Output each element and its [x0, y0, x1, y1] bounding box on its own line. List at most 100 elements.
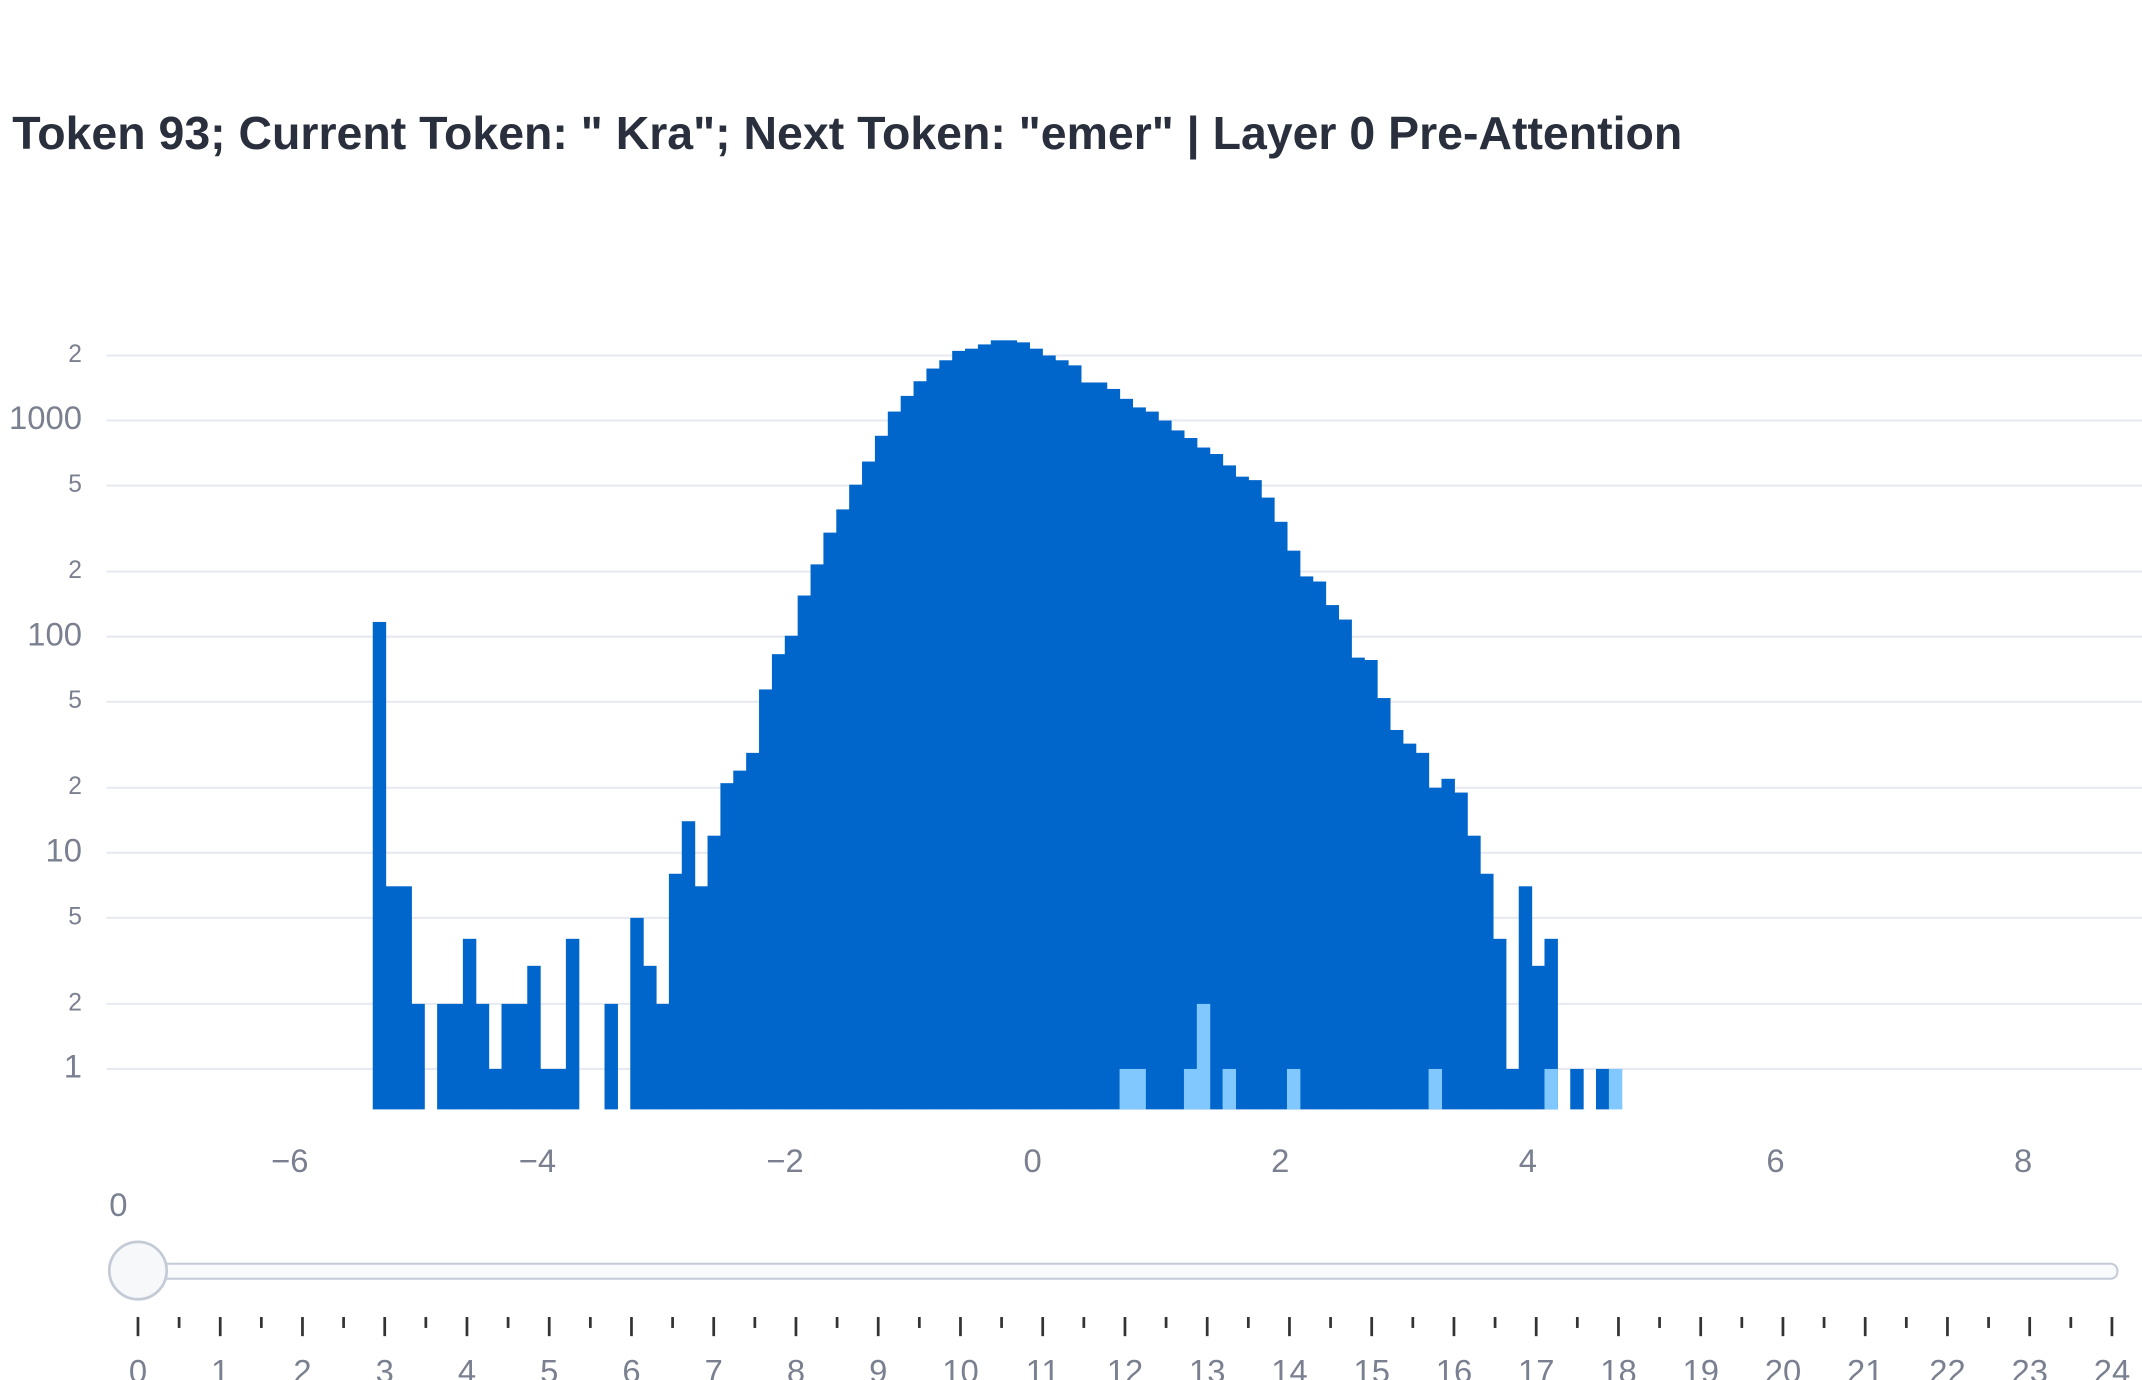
bar	[1608, 1068, 1623, 1110]
bar	[1299, 576, 1314, 1110]
slider-step-label[interactable]: 13	[1189, 1353, 1225, 1380]
bar	[553, 1068, 567, 1110]
slider-step-label[interactable]: 5	[540, 1353, 558, 1380]
bar	[1016, 342, 1030, 1110]
y-tick-label: 5	[68, 471, 82, 498]
bar	[514, 1003, 528, 1110]
bar	[501, 1003, 515, 1110]
slider-step-label[interactable]: 20	[1765, 1353, 1801, 1380]
slider-step-label[interactable]: 21	[1847, 1353, 1883, 1380]
bar	[1518, 886, 1533, 1110]
bar	[372, 621, 387, 1110]
x-tick-label: −4	[519, 1142, 556, 1179]
bar	[1003, 340, 1018, 1110]
bar	[1492, 938, 1507, 1110]
slider-step-label[interactable]: 15	[1353, 1353, 1389, 1380]
chart-title: Token 93; Current Token: " Kra"; Next To…	[12, 107, 1682, 159]
bar	[1093, 382, 1108, 1110]
slider-step-label[interactable]: 11	[1026, 1353, 1060, 1380]
slider-step-label[interactable]: 14	[1271, 1353, 1307, 1380]
slider-rail[interactable]	[135, 1262, 2119, 1280]
bar	[450, 1003, 464, 1110]
bar	[1570, 1068, 1584, 1110]
bar	[1338, 619, 1352, 1110]
slider-step-label[interactable]: 6	[622, 1353, 640, 1380]
slider-step-label[interactable]: 1	[211, 1353, 229, 1380]
bar	[1119, 1068, 1133, 1110]
bar	[1222, 1068, 1237, 1110]
slider-step-label[interactable]: 24	[2094, 1353, 2130, 1380]
bar	[746, 752, 760, 1110]
x-tick-label: 0	[1024, 1142, 1042, 1179]
bar	[1531, 965, 1546, 1110]
bar	[926, 368, 940, 1110]
bar	[1222, 465, 1237, 1110]
x-tick-label: −6	[271, 1142, 308, 1179]
slider-handle[interactable]	[107, 1240, 169, 1301]
slider-step-label[interactable]: 17	[1518, 1353, 1554, 1380]
slider-step-label[interactable]: 7	[705, 1353, 723, 1380]
slider-step-label[interactable]: 10	[942, 1353, 978, 1380]
bar	[668, 873, 683, 1110]
bar	[1029, 348, 1043, 1110]
y-tick-label: 2	[68, 341, 82, 368]
bar	[488, 1068, 503, 1110]
slider-step-label[interactable]: 4	[458, 1353, 476, 1380]
slider-step-label[interactable]: 9	[869, 1353, 887, 1380]
x-tick-label: 4	[1519, 1142, 1537, 1179]
x-tick-label: −2	[766, 1142, 803, 1179]
slider-step-label[interactable]: 3	[376, 1353, 394, 1380]
bar	[1235, 476, 1249, 1110]
bar	[1196, 1003, 1211, 1110]
bar	[475, 1003, 490, 1110]
bar	[604, 1003, 618, 1110]
bar	[1428, 787, 1443, 1110]
bar	[565, 938, 580, 1110]
bar	[1248, 480, 1262, 1110]
y-tick-label: 2	[68, 557, 82, 584]
bar	[900, 395, 915, 1110]
bar	[385, 886, 400, 1110]
bar	[1351, 657, 1365, 1110]
bar	[1325, 605, 1340, 1110]
slider-step-label[interactable]: 22	[1929, 1353, 1965, 1380]
bar	[1480, 873, 1494, 1110]
bar	[965, 348, 979, 1110]
bar	[1196, 447, 1211, 1110]
bar	[913, 381, 927, 1110]
bar	[977, 344, 992, 1110]
bar	[1132, 407, 1146, 1110]
slider-current: 0	[109, 1186, 127, 1223]
bar	[1286, 1068, 1301, 1110]
y-tick-label: 1	[64, 1048, 82, 1085]
slider-step-label[interactable]: 12	[1107, 1353, 1143, 1380]
bar	[1080, 382, 1095, 1110]
bar	[1364, 659, 1378, 1110]
slider-step-label[interactable]: 8	[787, 1353, 805, 1380]
slider-step-label[interactable]: 23	[2011, 1353, 2047, 1380]
bar	[952, 350, 966, 1110]
bar	[1286, 550, 1301, 1110]
bar	[1274, 521, 1288, 1110]
bar	[1544, 1068, 1558, 1110]
bar	[784, 635, 799, 1110]
bar	[540, 1068, 554, 1110]
y-tick-label: 1000	[9, 399, 82, 436]
bar	[1454, 792, 1468, 1110]
y-tick-label: 100	[27, 615, 82, 652]
bar	[720, 783, 734, 1110]
bar	[1183, 1068, 1198, 1110]
slider-step-label[interactable]: 16	[1436, 1353, 1472, 1380]
slider-step-label[interactable]: 2	[293, 1353, 311, 1380]
slider-step-label[interactable]: 19	[1682, 1353, 1718, 1380]
slider-step-label[interactable]: 18	[1600, 1353, 1636, 1380]
bar	[527, 965, 541, 1110]
y-tick-label: 10	[46, 831, 82, 868]
bar	[823, 532, 837, 1110]
bar	[1042, 355, 1056, 1110]
bar	[1428, 1068, 1443, 1110]
bar	[1183, 438, 1198, 1110]
slider-step-label[interactable]: 0	[129, 1353, 147, 1380]
bar	[1505, 1068, 1520, 1110]
